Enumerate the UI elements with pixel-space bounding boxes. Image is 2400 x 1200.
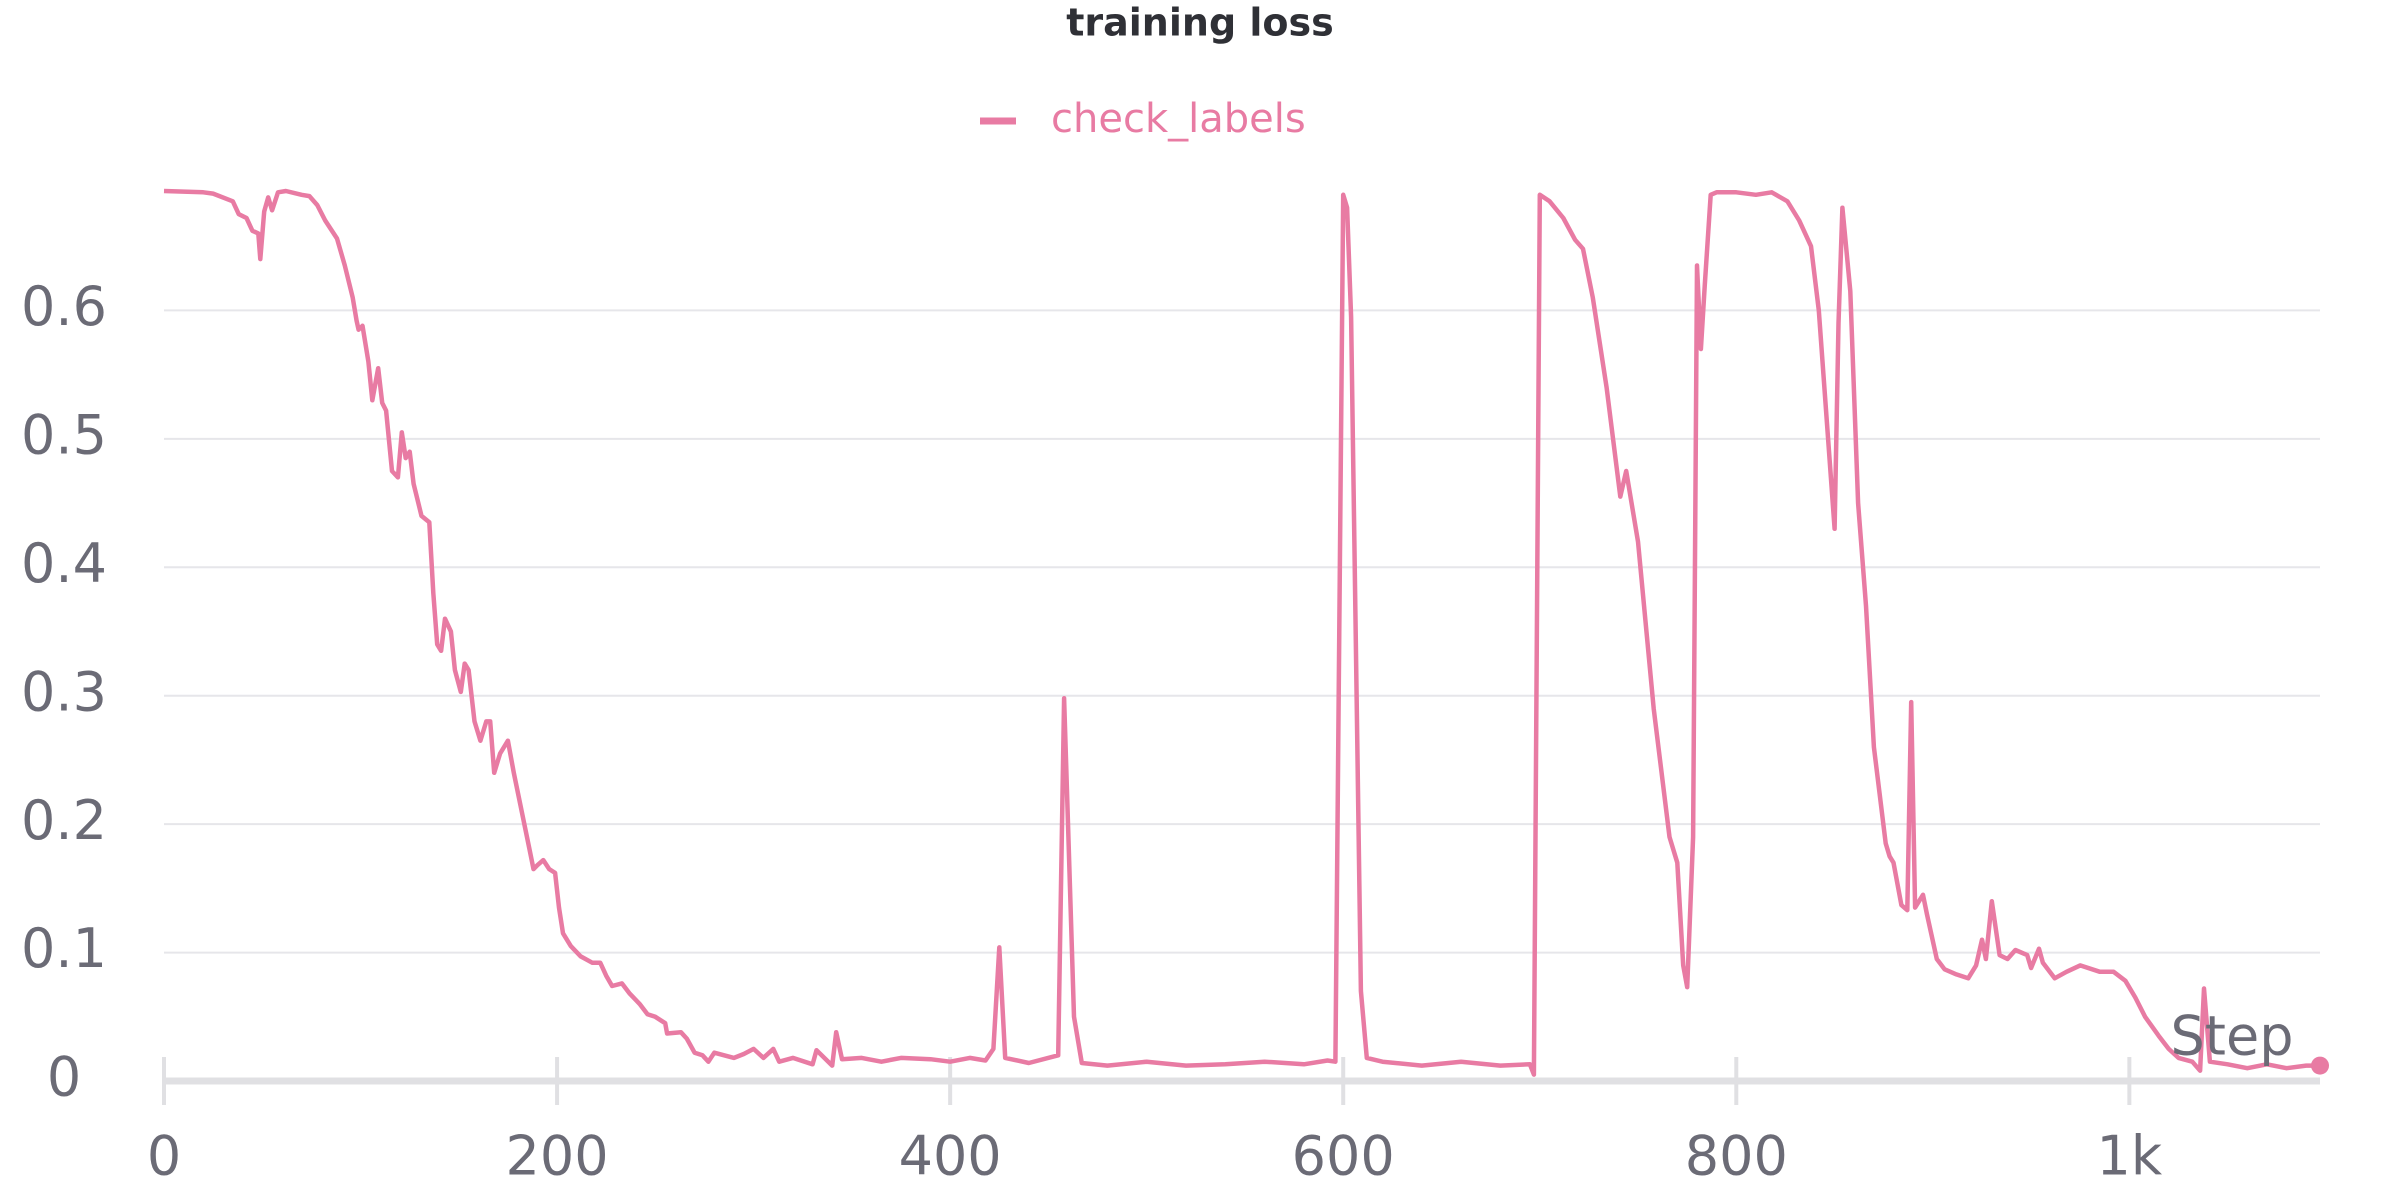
- y-tick-label: 0.4: [21, 532, 107, 595]
- plot: [163, 188, 2329, 1077]
- series-line: [163, 188, 2320, 1077]
- x-tick-label: 1k: [2097, 1125, 2163, 1188]
- legend: check_labels: [980, 96, 1306, 142]
- x-axis-label: Step: [2171, 1005, 2294, 1068]
- y-tick-label: 0.1: [21, 917, 107, 980]
- y-tick-label: 0.6: [21, 275, 107, 338]
- y-tick-label: 0.5: [21, 403, 107, 466]
- x-tick-label: 200: [506, 1125, 609, 1188]
- y-tick-label: 0.3: [21, 660, 107, 723]
- x-tick-label: 800: [1685, 1125, 1788, 1188]
- legend-label: check_labels: [1051, 96, 1306, 142]
- x-tick-label: 600: [1292, 1125, 1395, 1188]
- end-point: [2311, 1056, 2329, 1075]
- chart-title: training loss: [1066, 1, 1334, 45]
- grid: [162, 309, 2320, 1105]
- y-tick-label: 0.2: [21, 789, 107, 852]
- x-tick-label: 400: [899, 1125, 1002, 1188]
- x-tick-label: 0: [147, 1125, 181, 1188]
- y-tick-label: 0: [47, 1046, 81, 1109]
